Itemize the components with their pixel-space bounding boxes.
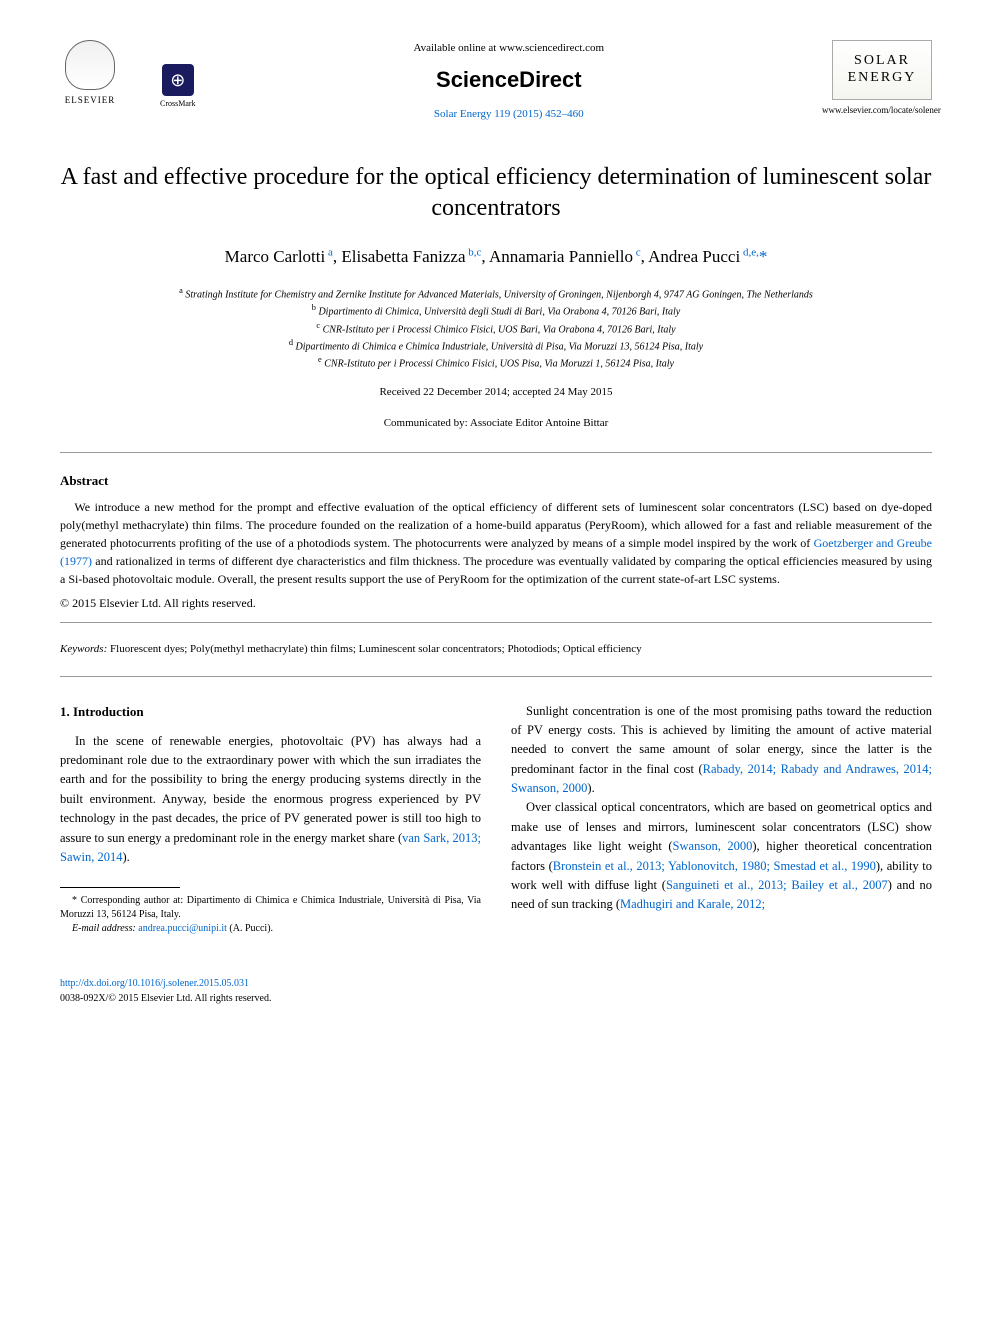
page-header: ELSEVIER ⊕ CrossMark Available online at… <box>60 40 932 122</box>
journal-reference[interactable]: Solar Energy 119 (2015) 452–460 <box>196 106 822 123</box>
abstract-heading: Abstract <box>60 471 932 491</box>
title-block: A fast and effective procedure for the o… <box>60 162 932 432</box>
issn-line: 0038-092X/© 2015 Elsevier Ltd. All right… <box>60 991 932 1006</box>
journal-cover-line1: SOLAR <box>854 53 910 70</box>
doi-block: http://dx.doi.org/10.1016/j.solener.2015… <box>60 976 932 1006</box>
affiliation-b: b Dipartimento di Chimica, Università de… <box>60 302 932 319</box>
sciencedirect-logo: ScienceDirect <box>196 63 822 96</box>
elsevier-tree-icon <box>65 40 115 90</box>
email-suffix: (A. Pucci). <box>227 923 273 934</box>
affiliation-e: e CNR-Istituto per i Processi Chimico Fi… <box>60 354 932 371</box>
body-columns: 1. Introduction In the scene of renewabl… <box>60 702 932 937</box>
abstract-text: We introduce a new method for the prompt… <box>60 498 932 588</box>
email-link[interactable]: andrea.pucci@unipi.it <box>138 923 227 934</box>
email-footnote: E-mail address: andrea.pucci@unipi.it (A… <box>60 922 481 936</box>
divider-top <box>60 452 932 453</box>
section-heading-intro: 1. Introduction <box>60 702 481 722</box>
elsevier-label: ELSEVIER <box>65 94 116 108</box>
keywords-text: Fluorescent dyes; Poly(methyl methacryla… <box>107 643 641 655</box>
intro-paragraph-3: Over classical optical concentrators, wh… <box>511 798 932 914</box>
email-label: E-mail address: <box>72 923 136 934</box>
crossmark-badge[interactable]: ⊕ CrossMark <box>160 64 196 110</box>
header-center: Available online at www.sciencedirect.co… <box>196 40 822 122</box>
intro-paragraph-1: In the scene of renewable energies, phot… <box>60 732 481 868</box>
affiliation-d: d Dipartimento di Chimica e Chimica Indu… <box>60 337 932 354</box>
paper-title: A fast and effective procedure for the o… <box>60 162 932 224</box>
divider-mid <box>60 622 932 623</box>
divider-bottom <box>60 676 932 677</box>
footnote-separator <box>60 887 180 888</box>
corresponding-author-footnote: * Corresponding author at: Dipartimento … <box>60 894 481 922</box>
crossmark-icon: ⊕ <box>162 64 194 96</box>
elsevier-logo: ELSEVIER <box>60 40 120 110</box>
header-right: SOLAR ENERGY www.elsevier.com/locate/sol… <box>822 40 932 118</box>
crossmark-label: CrossMark <box>160 98 196 110</box>
affiliations: a Stratingh Institute for Chemistry and … <box>60 285 932 372</box>
header-left: ELSEVIER ⊕ CrossMark <box>60 40 196 110</box>
affiliation-c: c CNR-Istituto per i Processi Chimico Fi… <box>60 320 932 337</box>
journal-cover-icon: SOLAR ENERGY <box>832 40 932 100</box>
locate-url: www.elsevier.com/locate/solener <box>822 104 932 118</box>
keywords-line: Keywords: Fluorescent dyes; Poly(methyl … <box>60 641 932 658</box>
column-left: 1. Introduction In the scene of renewabl… <box>60 702 481 937</box>
column-right: Sunlight concentration is one of the mos… <box>511 702 932 937</box>
affiliation-a: a Stratingh Institute for Chemistry and … <box>60 285 932 302</box>
abstract-section: Abstract We introduce a new method for t… <box>60 471 932 613</box>
authors-line: Marco Carlotti a, Elisabetta Fanizza b,c… <box>60 244 932 270</box>
journal-cover-line2: ENERGY <box>848 70 917 87</box>
article-dates: Received 22 December 2014; accepted 24 M… <box>60 384 932 401</box>
doi-link[interactable]: http://dx.doi.org/10.1016/j.solener.2015… <box>60 976 932 991</box>
available-online-text: Available online at www.sciencedirect.co… <box>196 40 822 57</box>
abstract-copyright: © 2015 Elsevier Ltd. All rights reserved… <box>60 594 932 612</box>
intro-paragraph-2: Sunlight concentration is one of the mos… <box>511 702 932 799</box>
communicated-by: Communicated by: Associate Editor Antoin… <box>60 415 932 432</box>
keywords-label: Keywords: <box>60 643 107 655</box>
